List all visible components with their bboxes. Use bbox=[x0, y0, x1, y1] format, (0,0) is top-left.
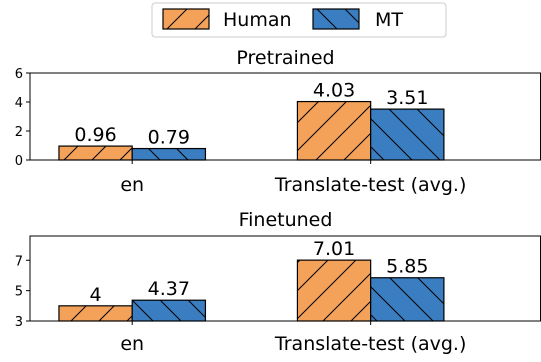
x-tick-label: Translate-test (avg.) bbox=[274, 174, 466, 196]
bar-label-mt-1: 5.85 bbox=[386, 256, 428, 278]
bar-label-human-1: 7.01 bbox=[313, 238, 355, 260]
legend-swatch-hatch-human bbox=[162, 8, 210, 30]
bar-hatch-human-1 bbox=[296, 100, 372, 161]
bar-hatch-mt-1 bbox=[370, 108, 445, 161]
panel-title: Pretrained bbox=[236, 47, 334, 69]
bar-hatch-human-0 bbox=[58, 145, 133, 161]
legend: Human MT bbox=[151, 2, 447, 38]
chart-panels: Pretrained 0.96 4.03 0.79 3.51 0 2 4 6 en Translat… bbox=[15, 47, 541, 355]
bar-hatch-mt-0 bbox=[131, 299, 207, 322]
y-tick-label: 3 bbox=[15, 315, 23, 330]
bar-hatch-human-1 bbox=[296, 259, 372, 322]
y-tick-label: 6 bbox=[15, 67, 23, 82]
legend-label-mt: MT bbox=[375, 9, 403, 31]
x-tick-label: Translate-test (avg.) bbox=[274, 333, 466, 355]
bar-hatch-human-0 bbox=[58, 305, 133, 322]
legend-label-human: Human bbox=[223, 9, 292, 31]
panel-title: Finetuned bbox=[239, 209, 333, 231]
legend-frame bbox=[151, 2, 447, 38]
x-tick-label: en bbox=[120, 174, 144, 196]
x-tick-label: en bbox=[120, 333, 144, 355]
y-tick-label: 5 bbox=[15, 285, 23, 300]
bar-hatch-mt-1 bbox=[370, 277, 445, 322]
bar-label-mt-1: 3.51 bbox=[386, 87, 428, 109]
y-tick-label: 7 bbox=[15, 254, 23, 269]
panel-finetuned: Finetuned 4 7.01 4.37 5.85 3 5 7 en Translate-tes… bbox=[15, 209, 541, 355]
bar-hatch-mt-0 bbox=[131, 147, 207, 161]
y-tick-label: 4 bbox=[15, 96, 23, 111]
bar-label-human-0: 4 bbox=[90, 284, 102, 306]
bar-label-human-1: 4.03 bbox=[313, 80, 355, 102]
bar-label-human-0: 0.96 bbox=[74, 124, 116, 146]
y-tick-label: 2 bbox=[15, 125, 23, 140]
bar-label-mt-0: 0.79 bbox=[148, 127, 190, 149]
bar-label-mt-0: 4.37 bbox=[148, 278, 190, 300]
legend-swatch-hatch-mt bbox=[312, 8, 360, 30]
y-tick-label: 0 bbox=[15, 154, 23, 169]
panel-pretrained: Pretrained 0.96 4.03 0.79 3.51 0 2 4 6 en Translat… bbox=[15, 47, 541, 196]
